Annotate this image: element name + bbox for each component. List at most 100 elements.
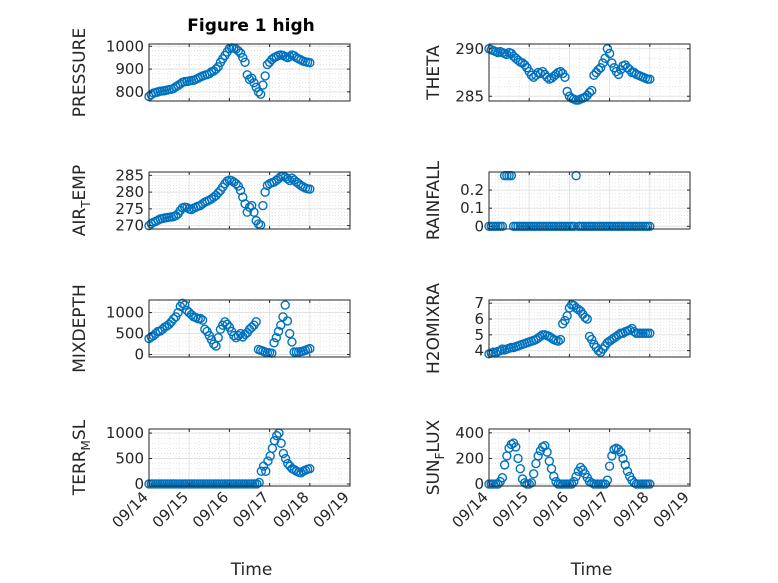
data-point — [269, 338, 279, 348]
y-tick-label: 900 — [115, 60, 144, 78]
y-tick-label: 1000 — [106, 37, 144, 55]
data-point — [182, 202, 192, 213]
data-point — [593, 345, 604, 356]
data-point — [168, 314, 179, 324]
data-point — [211, 64, 221, 74]
data-point — [645, 479, 655, 489]
figure-title: Figure 1 high — [187, 16, 315, 36]
data-point — [213, 188, 223, 198]
y-tick-label: 285 — [115, 166, 144, 184]
data-point — [513, 453, 523, 464]
y-tick-label: 800 — [115, 83, 144, 101]
data-point — [195, 313, 206, 324]
y-axis-label: SUNFLUX — [424, 419, 447, 495]
data-point — [555, 66, 566, 77]
data-point — [593, 64, 604, 75]
axes-box — [148, 43, 351, 102]
data-point — [240, 57, 250, 67]
data-point — [587, 334, 597, 345]
data-point — [562, 86, 572, 97]
data-point — [602, 475, 613, 485]
y-tick-label: 6 — [474, 310, 484, 328]
y-tick-label: 270 — [115, 217, 144, 235]
y-tick-label: 280 — [115, 183, 144, 201]
y-tick-label: 500 — [115, 450, 144, 468]
data-point — [229, 330, 239, 341]
data-point — [249, 207, 259, 217]
data-point — [497, 472, 508, 483]
subplot-4: 00.10.2 RAINFALL — [424, 160, 691, 240]
data-point — [502, 49, 512, 60]
data-point — [537, 66, 548, 77]
data-point — [249, 78, 259, 88]
y-axis-label: TERRMSL — [70, 419, 93, 496]
data-point — [175, 301, 185, 311]
y-tick-label: 500 — [115, 325, 144, 343]
data-point — [535, 331, 546, 342]
data-point — [273, 326, 284, 337]
y-axis-label: PRESSURE — [70, 28, 90, 117]
data-point — [645, 328, 655, 338]
axes-box — [488, 299, 691, 358]
y-tick-label: 0 — [134, 475, 144, 493]
data-point — [200, 324, 210, 335]
data-point — [515, 464, 525, 474]
data-point — [511, 442, 521, 452]
data-point — [618, 453, 628, 464]
y-tick-label: 0 — [474, 475, 484, 493]
data-point — [280, 453, 291, 464]
data-point — [629, 326, 639, 337]
data-point — [255, 89, 266, 99]
data-point — [613, 69, 624, 80]
y-tick-label: 275 — [115, 200, 144, 218]
data-point — [566, 479, 577, 489]
data-point — [607, 58, 617, 68]
data-point — [598, 58, 608, 68]
data-point — [280, 300, 290, 310]
data-point — [555, 334, 566, 345]
data-point — [177, 298, 188, 309]
data-point — [497, 221, 508, 231]
data-point — [560, 315, 570, 326]
data-point — [604, 48, 615, 59]
y-tick-label: 0.2 — [460, 181, 484, 199]
data-point — [553, 336, 563, 346]
axes-box — [148, 299, 351, 358]
y-tick-label: 290 — [455, 40, 484, 58]
data-point — [233, 330, 244, 341]
data-point — [305, 343, 315, 354]
axes-box — [148, 171, 351, 230]
data-point — [213, 333, 223, 343]
y-axis-label: H2OMIXRA — [424, 283, 444, 374]
data-point — [493, 479, 503, 489]
data-point — [305, 463, 315, 474]
y-axis-label: RAINFALL — [424, 160, 444, 240]
data-point — [528, 469, 539, 479]
y-tick-label: 1000 — [106, 304, 144, 322]
data-point — [276, 320, 286, 330]
y-tick-label: 0 — [474, 217, 484, 235]
y-tick-label: 1000 — [106, 424, 144, 442]
data-point — [542, 72, 552, 82]
data-point — [575, 462, 586, 473]
data-point — [251, 317, 261, 327]
data-point — [595, 63, 606, 73]
subplot-2: 285 290 THETA — [424, 40, 691, 105]
y-tick-label: 200 — [455, 449, 484, 467]
data-point — [616, 447, 626, 457]
data-point — [645, 74, 655, 84]
data-point — [582, 314, 592, 324]
data-point — [258, 200, 268, 211]
data-point — [231, 179, 241, 189]
data-point — [233, 46, 244, 56]
data-point — [580, 312, 590, 323]
data-point — [285, 328, 295, 339]
data-point — [242, 207, 252, 217]
data-point — [260, 71, 270, 81]
data-point — [222, 319, 232, 330]
data-point — [238, 52, 248, 63]
data-point — [285, 175, 295, 186]
data-point — [235, 48, 246, 58]
